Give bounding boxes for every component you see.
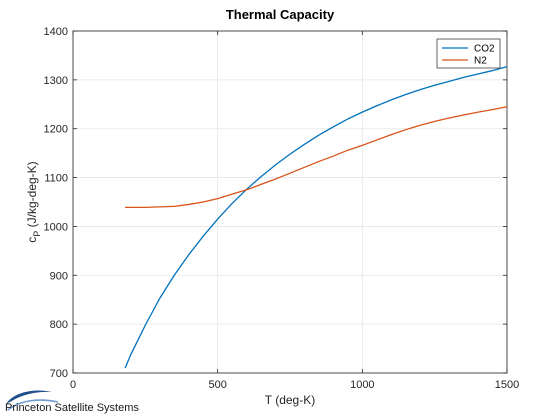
company-logo: Princeton Satellite Systems [5, 390, 139, 414]
y-tick-label: 1000 [44, 221, 68, 233]
logo-text: Princeton Satellite Systems [5, 402, 139, 414]
x-axis-label: T (deg-K) [265, 393, 315, 407]
y-tick-label: 900 [50, 270, 68, 282]
x-tick-label: 0 [70, 379, 76, 391]
y-tick-label: 1200 [44, 124, 68, 136]
y-axis-label: cP (J/kg-deg-K) [25, 161, 42, 242]
legend-entry-label: CO2 [474, 44, 495, 55]
plot-area-border [72, 30, 508, 374]
x-tick-label: 1500 [495, 379, 519, 391]
grid-lines [72, 30, 508, 374]
x-tick-label: 1000 [350, 379, 374, 391]
logo-swoosh-icon [6, 390, 59, 411]
y-tick-label: 1100 [44, 173, 68, 185]
legend-box [436, 38, 501, 69]
series-layer [124, 66, 508, 369]
y-axis-ticks: 700 800 900 1000 1100 1200 1300 1400 [44, 26, 507, 380]
series-line-co2 [124, 66, 508, 369]
y-tick-label: 800 [50, 319, 68, 331]
y-tick-label: 700 [50, 368, 68, 380]
chart-title: Thermal Capacity [226, 7, 335, 22]
legend-entry-label: N2 [474, 56, 487, 67]
y-tick-label: 1300 [44, 75, 68, 87]
series-line-n2 [125, 106, 508, 209]
y-tick-label: 1400 [44, 26, 68, 38]
x-axis-ticks: 0 500 1000 1500 [70, 31, 519, 391]
x-tick-label: 500 [208, 379, 226, 391]
